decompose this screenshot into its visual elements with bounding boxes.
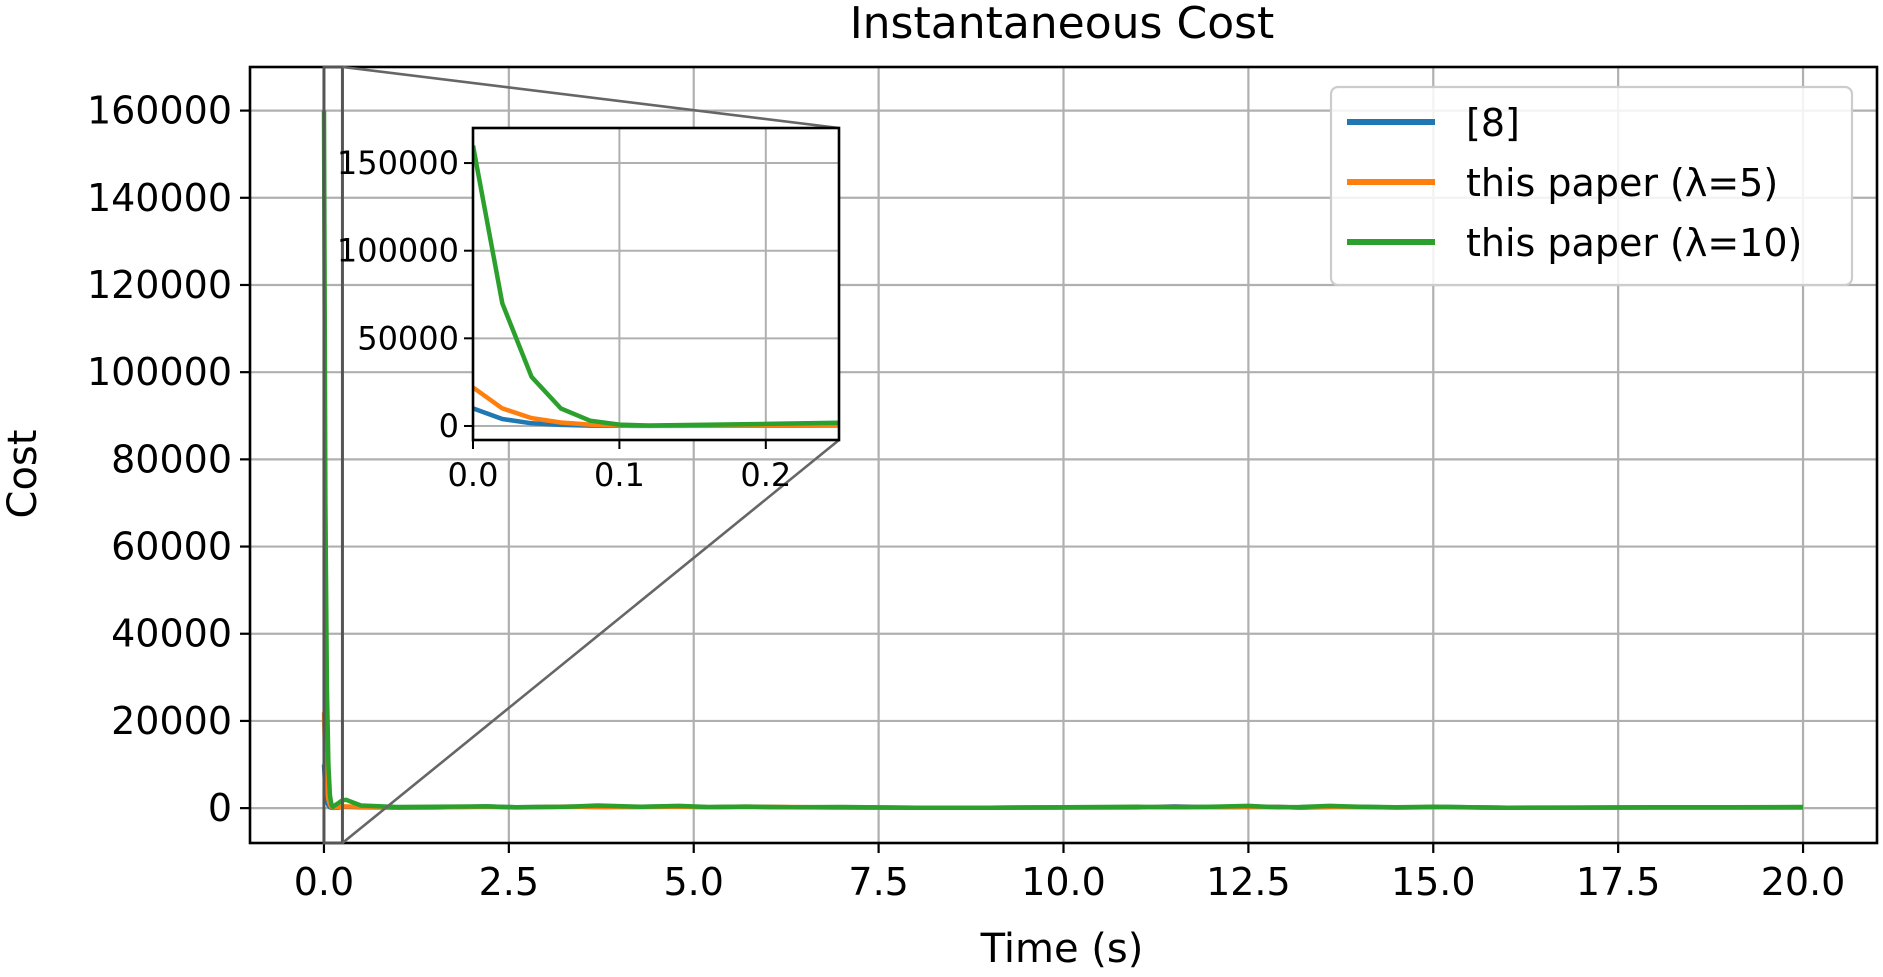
main-series-lines	[321, 110, 1804, 811]
x-tick-label: 7.5	[848, 860, 908, 904]
inset-zoom-plot: 0.0 0.1 0.2 0 50000 100000 150000	[337, 126, 841, 494]
x-tick-label: 2.5	[479, 860, 539, 904]
y-tick-label: 60000	[111, 525, 232, 569]
y-axis-label: Cost	[0, 430, 46, 519]
x-tick-label: 20.0	[1761, 860, 1846, 904]
y-tick-label: 40000	[111, 612, 232, 656]
inset-y-tick-label: 50000	[357, 319, 459, 357]
x-tick-label: 0.0	[294, 860, 354, 904]
x-axis-ticks: 0.0 2.5 5.0 7.5 10.0 12.5 15.0 17.5 20.0	[294, 843, 1846, 904]
y-axis-ticks: 0 20000 40000 60000 80000 100000 120000 140000 1…	[87, 89, 250, 830]
inset-x-tick-label: 0.1	[594, 456, 645, 494]
inset-y-tick-label: 150000	[337, 144, 459, 182]
legend-box	[1329, 85, 1854, 287]
inset-series-lines	[473, 145, 839, 429]
x-tick-label: 15.0	[1391, 860, 1476, 904]
y-tick-label: 160000	[87, 89, 232, 133]
zoom-region-box	[322, 65, 344, 845]
x-axis-label: Time (s)	[980, 926, 1144, 972]
x-tick-label: 12.5	[1206, 860, 1291, 904]
chart-title: Instantaneous Cost	[850, 0, 1275, 49]
inset-background	[473, 128, 839, 440]
main-gridlines	[250, 67, 1877, 843]
inset-y-tick-label: 0	[439, 407, 459, 445]
zoom-connector-bottom	[341, 438, 840, 845]
x-tick-label: 10.0	[1021, 860, 1106, 904]
y-tick-label: 0	[208, 786, 232, 830]
inset-x-tick-label: 0.0	[448, 456, 499, 494]
y-tick-label: 80000	[111, 437, 232, 481]
series-line-2	[321, 110, 1804, 810]
legend-label-2: this paper (λ=10)	[1466, 221, 1802, 265]
inset-y-tick-label: 100000	[337, 232, 459, 270]
legend-label-0: [8]	[1466, 101, 1520, 145]
legend: [8] this paper (λ=5) this paper (λ=10)	[1329, 85, 1854, 287]
x-tick-label: 5.0	[664, 860, 724, 904]
inset-series-line-2	[473, 145, 839, 428]
y-tick-label: 20000	[111, 699, 232, 743]
zoom-connector-top	[342, 65, 840, 130]
y-tick-label: 140000	[87, 176, 232, 220]
y-tick-label: 120000	[87, 263, 232, 307]
legend-label-1: this paper (λ=5)	[1466, 161, 1778, 205]
x-tick-label: 17.5	[1576, 860, 1661, 904]
zoom-indicator	[322, 65, 840, 845]
y-tick-label: 100000	[87, 350, 232, 394]
inset-x-tick-label: 0.2	[740, 456, 791, 494]
inset-border	[471, 126, 841, 442]
